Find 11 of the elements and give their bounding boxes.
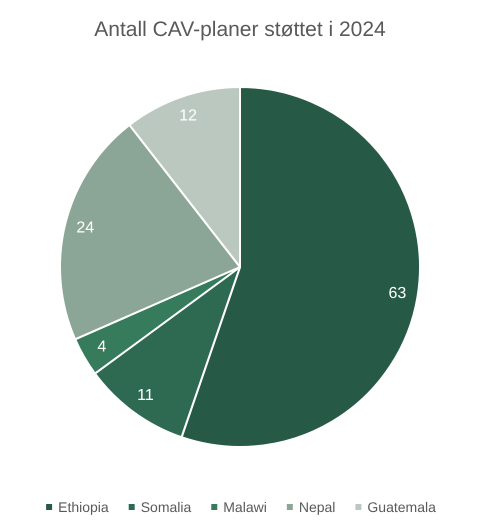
legend-label: Malawi [223, 499, 267, 515]
data-label: 11 [137, 387, 154, 404]
legend-label: Guatemala [367, 499, 436, 515]
data-label: 24 [76, 219, 94, 236]
data-label: 63 [388, 284, 406, 302]
data-label: 12 [179, 108, 198, 125]
legend-label: Somalia [140, 499, 192, 515]
chart-title: Antall CAV-planer støttet i 2024 [94, 18, 386, 41]
data-label: 4 [97, 338, 106, 356]
legend-label: Nepal [298, 499, 336, 515]
legend-label: Ethiopia [58, 499, 109, 515]
